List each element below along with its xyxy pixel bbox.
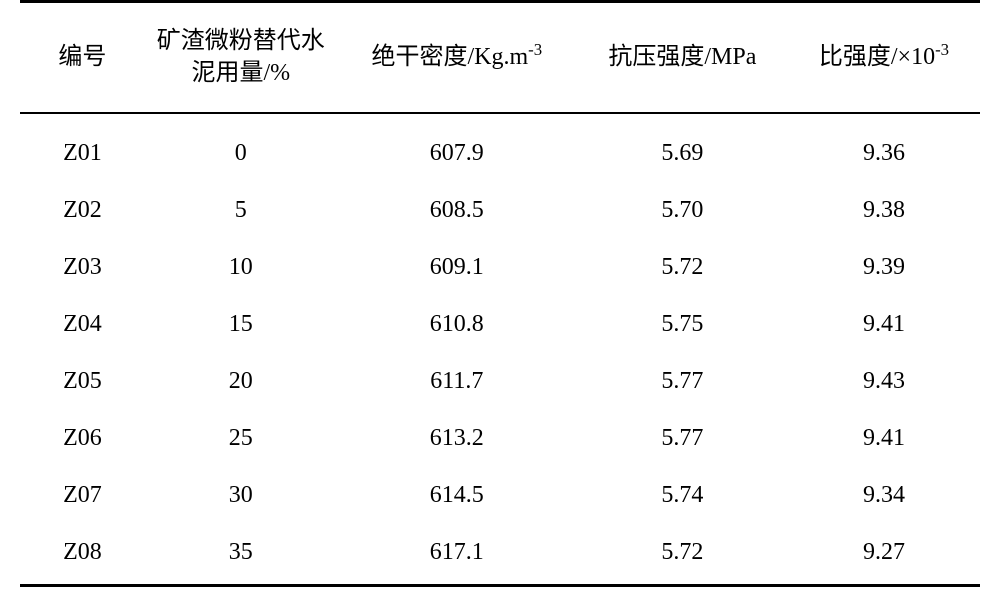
- cell-density: 607.9: [337, 113, 577, 182]
- col-header-density: 绝干密度/Kg.m-3: [337, 2, 577, 113]
- cell-density: 610.8: [337, 296, 577, 353]
- cell-id: Z07: [20, 467, 145, 524]
- cell-density: 617.1: [337, 524, 577, 586]
- cell-ratio: 9.41: [788, 296, 980, 353]
- cell-slag-pct: 5: [145, 182, 337, 239]
- col-header-slag-pct: 矿渣微粉替代水泥用量/%: [145, 2, 337, 113]
- cell-slag-pct: 30: [145, 467, 337, 524]
- cell-ratio: 9.34: [788, 467, 980, 524]
- cell-slag-pct: 15: [145, 296, 337, 353]
- cell-density: 611.7: [337, 353, 577, 410]
- cell-slag-pct: 10: [145, 239, 337, 296]
- cell-id: Z02: [20, 182, 145, 239]
- table-header-row: 编号 矿渣微粉替代水泥用量/% 绝干密度/Kg.m-3 抗压强度/MPa 比强度…: [20, 2, 980, 113]
- cell-density: 613.2: [337, 410, 577, 467]
- cell-strength: 5.72: [577, 524, 788, 586]
- cell-strength: 5.77: [577, 410, 788, 467]
- data-table: 编号 矿渣微粉替代水泥用量/% 绝干密度/Kg.m-3 抗压强度/MPa 比强度…: [20, 0, 980, 587]
- cell-id: Z03: [20, 239, 145, 296]
- cell-id: Z08: [20, 524, 145, 586]
- cell-density: 614.5: [337, 467, 577, 524]
- cell-strength: 5.74: [577, 467, 788, 524]
- cell-strength: 5.75: [577, 296, 788, 353]
- cell-ratio: 9.39: [788, 239, 980, 296]
- table-row: Z02 5 608.5 5.70 9.38: [20, 182, 980, 239]
- cell-ratio: 9.36: [788, 113, 980, 182]
- cell-ratio: 9.43: [788, 353, 980, 410]
- cell-id: Z05: [20, 353, 145, 410]
- col-header-id: 编号: [20, 2, 145, 113]
- table-row: Z07 30 614.5 5.74 9.34: [20, 467, 980, 524]
- col-header-strength: 抗压强度/MPa: [577, 2, 788, 113]
- cell-strength: 5.77: [577, 353, 788, 410]
- table-container: 编号 矿渣微粉替代水泥用量/% 绝干密度/Kg.m-3 抗压强度/MPa 比强度…: [0, 0, 1000, 587]
- cell-ratio: 9.27: [788, 524, 980, 586]
- cell-slag-pct: 35: [145, 524, 337, 586]
- cell-strength: 5.69: [577, 113, 788, 182]
- col-header-ratio: 比强度/×10-3: [788, 2, 980, 113]
- table-row: Z03 10 609.1 5.72 9.39: [20, 239, 980, 296]
- cell-id: Z01: [20, 113, 145, 182]
- table-row: Z08 35 617.1 5.72 9.27: [20, 524, 980, 586]
- cell-slag-pct: 20: [145, 353, 337, 410]
- cell-id: Z06: [20, 410, 145, 467]
- cell-strength: 5.70: [577, 182, 788, 239]
- table-row: Z01 0 607.9 5.69 9.36: [20, 113, 980, 182]
- cell-strength: 5.72: [577, 239, 788, 296]
- cell-ratio: 9.41: [788, 410, 980, 467]
- cell-ratio: 9.38: [788, 182, 980, 239]
- cell-slag-pct: 0: [145, 113, 337, 182]
- table-row: Z04 15 610.8 5.75 9.41: [20, 296, 980, 353]
- cell-density: 609.1: [337, 239, 577, 296]
- table-row: Z05 20 611.7 5.77 9.43: [20, 353, 980, 410]
- cell-slag-pct: 25: [145, 410, 337, 467]
- cell-id: Z04: [20, 296, 145, 353]
- cell-density: 608.5: [337, 182, 577, 239]
- table-row: Z06 25 613.2 5.77 9.41: [20, 410, 980, 467]
